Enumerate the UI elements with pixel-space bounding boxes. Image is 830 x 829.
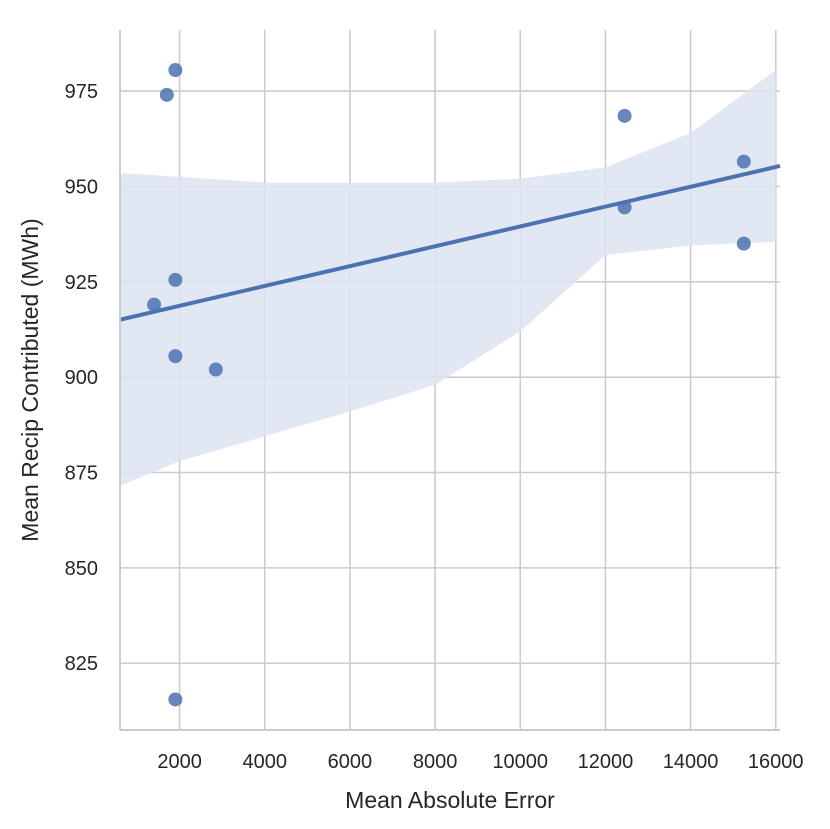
data-point xyxy=(168,63,183,78)
data-point xyxy=(736,236,751,251)
confidence-band xyxy=(120,70,776,486)
x-tick-label: 2000 xyxy=(157,751,202,773)
y-axis-label: Mean Recip Contributed (MWh) xyxy=(17,218,43,541)
y-tick-label: 925 xyxy=(65,272,98,294)
x-tick-label: 4000 xyxy=(243,751,288,773)
data-point xyxy=(168,272,183,287)
x-tick-label: 12000 xyxy=(578,751,634,773)
x-tick-label: 10000 xyxy=(492,751,548,773)
x-tick-labels: 2000 4000 6000 8000 10000 12000 14000 16000 xyxy=(157,751,803,773)
y-tick-label: 850 xyxy=(65,558,98,580)
data-point xyxy=(159,87,174,102)
y-tick-label: 950 xyxy=(65,176,98,198)
y-tick-label: 900 xyxy=(65,367,98,389)
y-tick-label: 825 xyxy=(65,653,98,675)
data-point xyxy=(617,108,632,123)
data-point xyxy=(147,297,162,312)
y-tick-labels: 825 850 875 900 925 950 975 xyxy=(65,81,98,675)
data-point xyxy=(736,154,751,169)
x-tick-label: 8000 xyxy=(413,751,458,773)
data-point xyxy=(617,200,632,215)
x-tick-label: 6000 xyxy=(328,751,373,773)
x-tick-label: 16000 xyxy=(748,751,804,773)
regression-line xyxy=(119,164,781,322)
data-point xyxy=(168,349,183,364)
y-tick-label: 875 xyxy=(65,463,98,485)
data-point xyxy=(208,362,223,377)
data-point xyxy=(168,692,183,707)
x-tick-label: 14000 xyxy=(663,751,719,773)
data-points xyxy=(147,63,751,707)
y-tick-label: 975 xyxy=(65,81,98,103)
x-axis-label: Mean Absolute Error xyxy=(345,787,555,813)
